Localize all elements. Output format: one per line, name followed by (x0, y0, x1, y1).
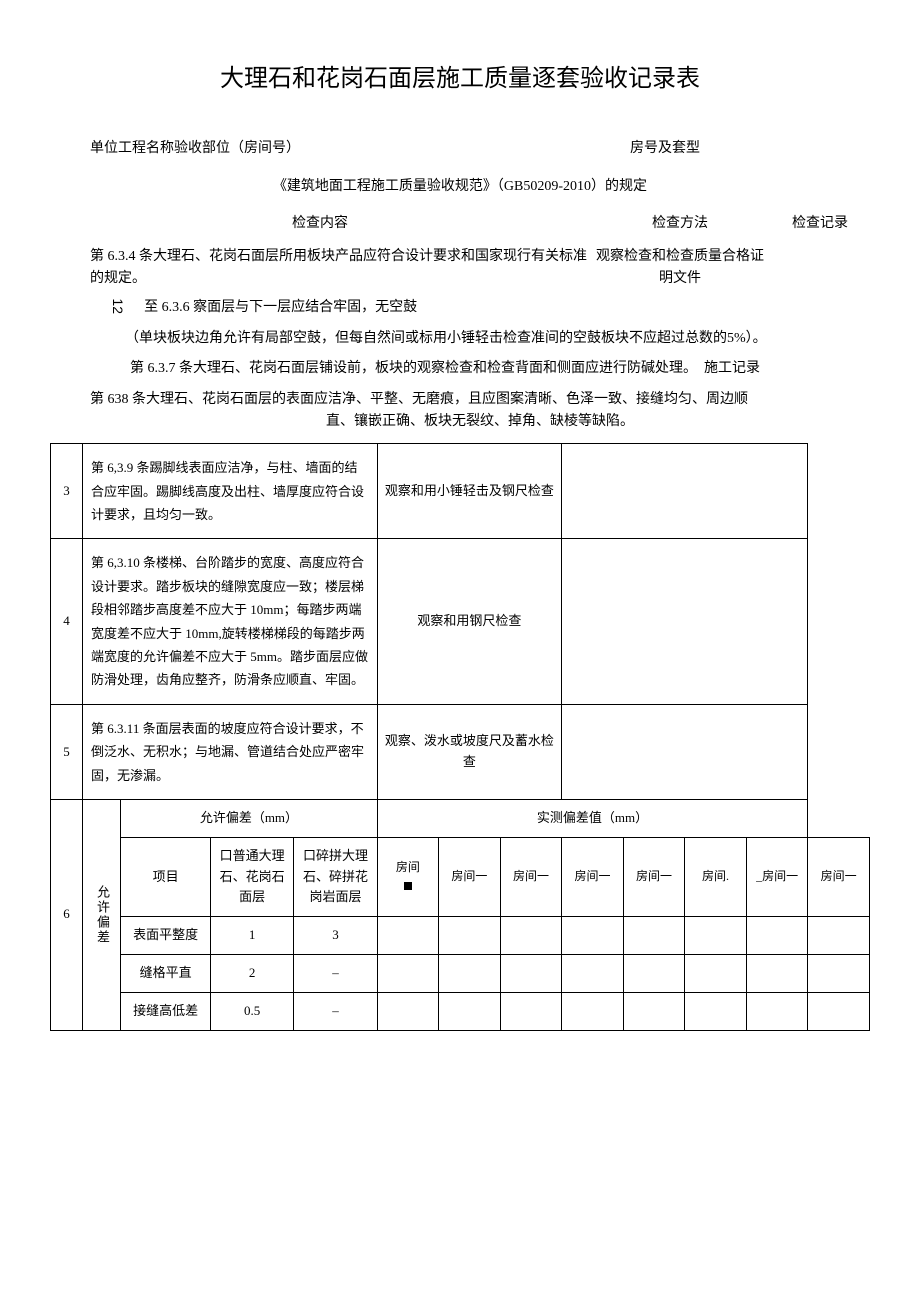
metric-name: 表面平整度 (121, 917, 211, 955)
allow-label-text: 允许偏差 (95, 885, 110, 945)
measured-cell (439, 992, 501, 1030)
room-header: 房间一 (439, 837, 501, 916)
item-638: 第 638 条大理石、花岗石面层的表面应洁净、平整、无磨痕，且应图案清晰、色泽一… (50, 389, 870, 434)
table-row: 4 第 6,3.10 条楼梯、台阶踏步的宽度、高度应符合设计要求。踏步板块的缝隙… (51, 539, 870, 704)
row-num: 4 (51, 539, 83, 704)
room-header: _房间一 (746, 837, 808, 916)
broken-header: 口碎拼大理石、碎拼花岗岩面层 (294, 837, 377, 916)
table-row: 6 允许偏差 允许偏差（mm） 实测偏差值（mm） (51, 799, 870, 837)
room-header: 房间一 (808, 837, 870, 916)
column-headers: 检查内容 检查方法 检查记录 (50, 213, 870, 235)
row5-content: 第 6.3.11 条面层表面的坡度应符合设计要求，不倒泛水、无积水；与地漏、管道… (83, 704, 378, 799)
measured-cell (808, 917, 870, 955)
room-header: 房间. (685, 837, 747, 916)
item-638-line1: 第 638 条大理石、花岗石面层的表面应洁净、平整、无磨痕，且应图案清晰、色泽一… (90, 389, 870, 411)
metric-v1: 2 (210, 954, 293, 992)
measured-cell (685, 992, 747, 1030)
metric-v2: 3 (294, 917, 377, 955)
table-row: 5 第 6.3.11 条面层表面的坡度应符合设计要求，不倒泛水、无积水；与地漏、… (51, 704, 870, 799)
item-634-record (770, 246, 870, 291)
measured-header: 实测偏差值（mm） (377, 799, 808, 837)
normal-header: 口普通大理石、花岗石面层 (210, 837, 293, 916)
black-square-icon (404, 882, 412, 890)
metric-name: 接缝高低差 (121, 992, 211, 1030)
table-row: 项目 口普通大理石、花岗石面层 口碎拼大理石、碎拼花岗岩面层 房间 房间一 房间… (51, 837, 870, 916)
measured-cell (500, 917, 562, 955)
measured-cell (746, 954, 808, 992)
measured-cell (746, 992, 808, 1030)
table-row: 表面平整度 1 3 (51, 917, 870, 955)
item-637: 第 6.3.7 条大理石、花岗石面层铺设前，板块的观察检查和检查背面和侧面应进行… (50, 358, 870, 380)
allow-label: 允许偏差 (83, 799, 121, 1030)
measured-cell (439, 917, 501, 955)
header-left-label: 单位工程名称验收部位（房间号） (90, 138, 630, 160)
rotated-number: 12 (107, 299, 129, 315)
room-header: 房间一 (500, 837, 562, 916)
measured-cell (808, 954, 870, 992)
measured-cell (685, 917, 747, 955)
item-634: 第 6.3.4 条大理石、花岗石面层所用板块产品应符合设计要求和国家现行有关标准… (50, 246, 870, 291)
item-636: 12 至 6.3.6 察面层与下一层应结合牢固，无空鼓 (50, 295, 870, 319)
table-row: 3 第 6,3.9 条踢脚线表面应洁净，与柱、墙面的结合应牢固。踢脚线高度及出柱… (51, 444, 870, 539)
measured-cell (685, 954, 747, 992)
row5-method: 观察、泼水或坡度尺及蓄水检查 (377, 704, 562, 799)
room-header: 房间一 (623, 837, 685, 916)
measured-cell (377, 917, 439, 955)
room-header: 房间一 (562, 837, 624, 916)
measured-cell (808, 992, 870, 1030)
col-header-record: 检查记录 (770, 213, 870, 235)
metric-v1: 1 (210, 917, 293, 955)
item-638-line2: 直、镶嵌正确、板块无裂纹、掉角、缺棱等缺陷。 (90, 411, 870, 433)
row4-content: 第 6,3.10 条楼梯、台阶踏步的宽度、高度应符合设计要求。踏步板块的缝隙宽度… (83, 539, 378, 704)
metric-v1: 0.5 (210, 992, 293, 1030)
measured-cell (746, 917, 808, 955)
measured-cell (500, 992, 562, 1030)
row3-content: 第 6,3.9 条踢脚线表面应洁净，与柱、墙面的结合应牢固。踢脚线高度及出柱、墙… (83, 444, 378, 539)
header-row: 单位工程名称验收部位（房间号） 房号及套型 (50, 138, 870, 160)
header-right-label: 房号及套型 (630, 138, 830, 160)
room-label: 房间 (396, 860, 420, 874)
row4-method: 观察和用钢尺检查 (377, 539, 562, 704)
measured-cell (500, 954, 562, 992)
item-636-line2: （单块板块边角允许有局部空鼓，但每自然间或标用小锤轻击检查准间的空鼓板块不应超过… (50, 328, 870, 350)
measured-cell (623, 917, 685, 955)
measured-cell (439, 954, 501, 992)
row5-record (562, 704, 808, 799)
page-title: 大理石和花岗石面层施工质量逐套验收记录表 (50, 60, 870, 98)
row-num: 6 (51, 799, 83, 1030)
project-header: 项目 (121, 837, 211, 916)
measured-cell (623, 954, 685, 992)
measured-cell (377, 992, 439, 1030)
measured-cell (377, 954, 439, 992)
measured-cell (623, 992, 685, 1030)
row-num: 3 (51, 444, 83, 539)
inspection-table: 3 第 6,3.9 条踢脚线表面应洁净，与柱、墙面的结合应牢固。踢脚线高度及出柱… (50, 443, 870, 1030)
item-634-method: 观察检查和检查质量合格证明文件 (590, 246, 770, 291)
row3-method: 观察和用小锤轻击及钢尺检查 (377, 444, 562, 539)
row4-record (562, 539, 808, 704)
col-header-content: 检查内容 (50, 213, 590, 235)
table-row: 接缝高低差 0.5 – (51, 992, 870, 1030)
table-row: 缝格平直 2 – (51, 954, 870, 992)
tolerance-header: 允许偏差（mm） (121, 799, 377, 837)
row-num: 5 (51, 704, 83, 799)
row3-record (562, 444, 808, 539)
measured-cell (562, 992, 624, 1030)
metric-name: 缝格平直 (121, 954, 211, 992)
spec-text: 《建筑地面工程施工质量验收规范》（GB50209-2010）的规定 (50, 176, 870, 198)
metric-v2: – (294, 954, 377, 992)
metric-v2: – (294, 992, 377, 1030)
col-header-method: 检查方法 (590, 213, 770, 235)
room-header: 房间 (377, 837, 439, 916)
measured-cell (562, 954, 624, 992)
item-636-line1: 至 6.3.6 察面层与下一层应结合牢固，无空鼓 (144, 300, 417, 315)
measured-cell (562, 917, 624, 955)
item-634-content: 第 6.3.4 条大理石、花岗石面层所用板块产品应符合设计要求和国家现行有关标准… (50, 246, 590, 291)
